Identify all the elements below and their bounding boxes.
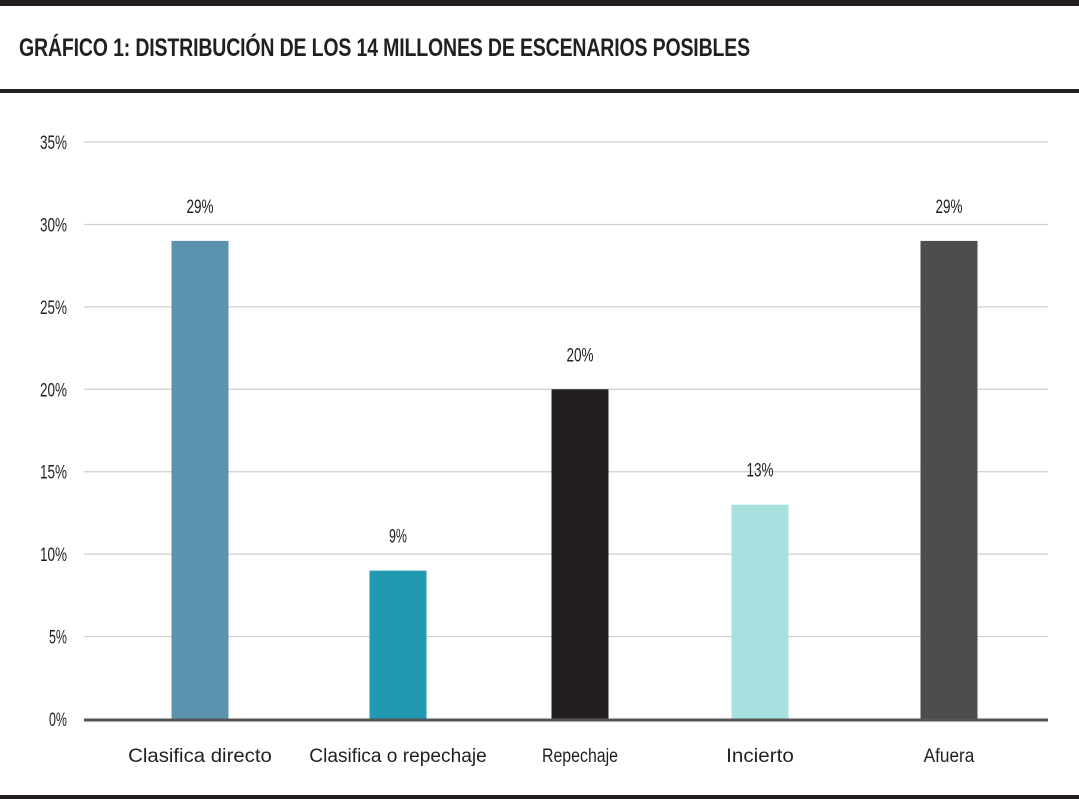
- x-category-label: Clasifica directo: [128, 746, 272, 767]
- bar-afuera: [920, 240, 978, 719]
- data-label: 13%: [747, 461, 774, 482]
- y-tick-label: 25%: [40, 298, 67, 319]
- data-label: 29%: [187, 197, 214, 218]
- data-label: 29%: [936, 197, 963, 218]
- x-axis-category-labels: Clasifica directo Clasifica o repechaje Re…: [128, 746, 975, 767]
- bottom-rule: [0, 795, 1079, 799]
- data-label: 20%: [567, 345, 594, 366]
- bar-clasifica-o-repechaje: [369, 570, 427, 719]
- y-tick-label: 5%: [49, 628, 67, 649]
- chart-title: GRÁFICO 1: DISTRIBUCIÓN DE LOS 14 MILLON…: [19, 34, 750, 62]
- data-labels: 29% 9% 20% 13% 29%: [187, 197, 963, 548]
- y-tick-label: 0%: [49, 710, 67, 731]
- top-rule: [0, 0, 1079, 6]
- bar-incierto: [731, 504, 789, 719]
- y-tick-label: 15%: [40, 463, 67, 484]
- title-divider: [0, 89, 1079, 93]
- data-label: 9%: [389, 527, 407, 548]
- y-tick-label: 30%: [40, 215, 67, 236]
- x-category-label: Afuera: [924, 746, 975, 767]
- x-category-label: Clasifica o repechaje: [309, 746, 486, 767]
- x-category-label: Repechaje: [542, 746, 618, 767]
- x-category-label: Incierto: [726, 746, 794, 767]
- bar-repechaje: [551, 389, 609, 719]
- y-tick-label: 35%: [40, 133, 67, 154]
- y-tick-label: 10%: [40, 545, 67, 566]
- bar-clasifica-directo: [171, 240, 229, 719]
- bars: [171, 240, 978, 719]
- y-tick-label: 20%: [40, 380, 67, 401]
- y-axis-tick-labels: 0% 5% 10% 15% 20% 25% 30% 35%: [40, 133, 67, 731]
